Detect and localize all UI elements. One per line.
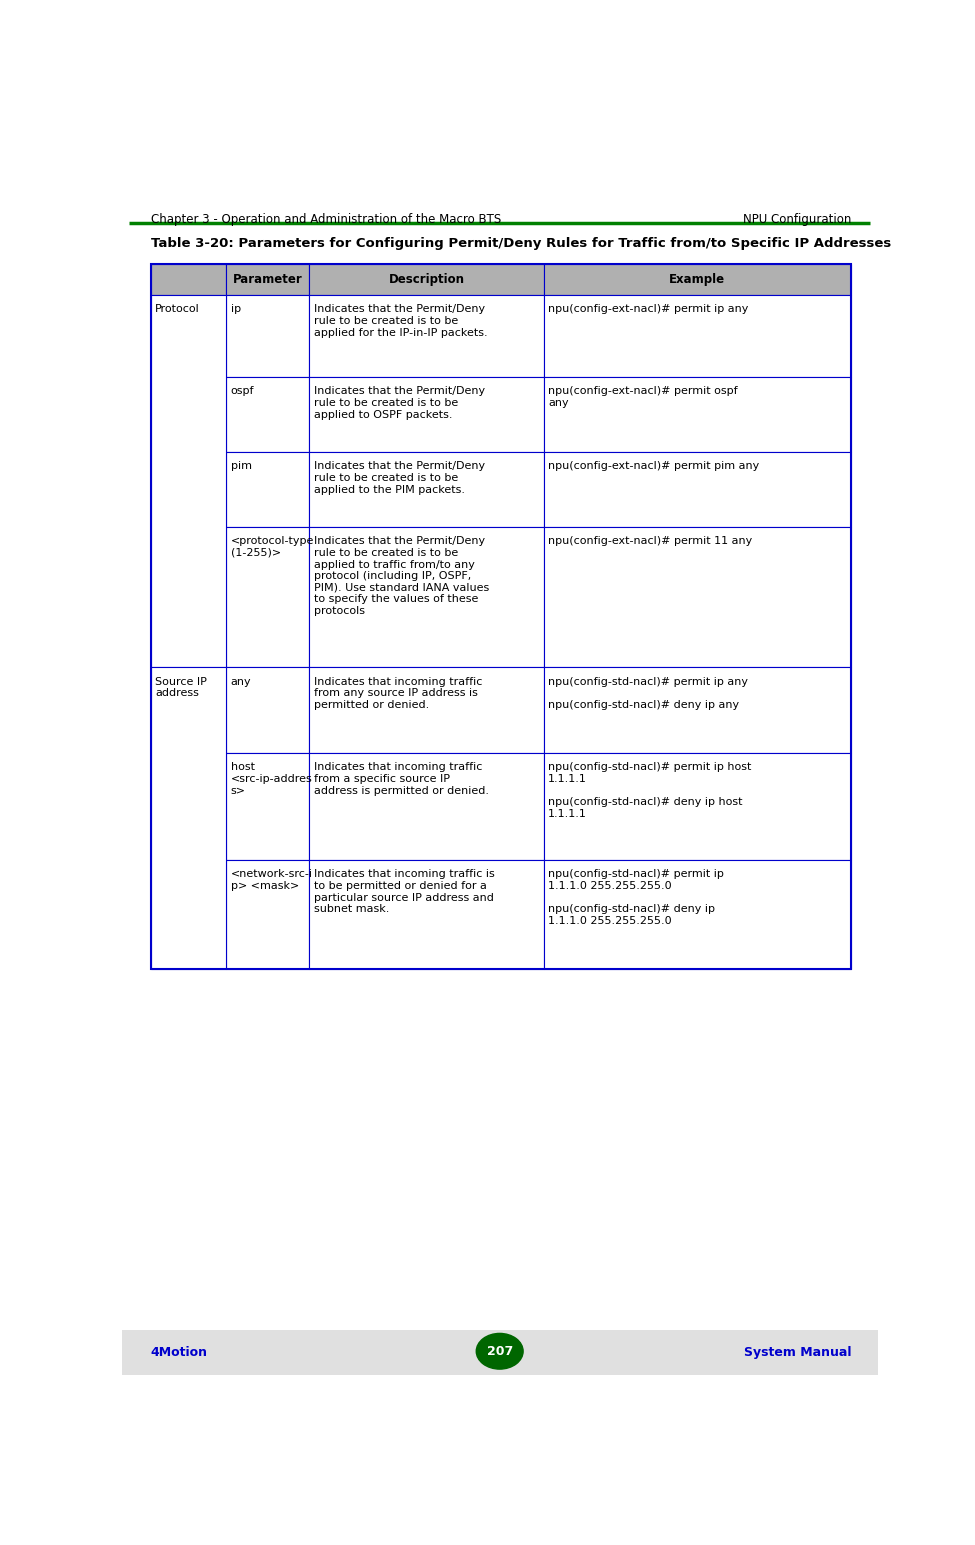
Text: NPU Configuration: NPU Configuration bbox=[743, 213, 851, 226]
Text: npu(config-ext-nacl)# permit 11 any: npu(config-ext-nacl)# permit 11 any bbox=[548, 536, 753, 547]
Text: Indicates that the Permit/Deny
rule to be created is to be
applied to the PIM pa: Indicates that the Permit/Deny rule to b… bbox=[314, 462, 485, 494]
Text: Chapter 3 - Operation and Administration of the Macro BTS: Chapter 3 - Operation and Administration… bbox=[150, 213, 501, 226]
Text: Indicates that incoming traffic
from a specific source IP
address is permitted o: Indicates that incoming traffic from a s… bbox=[314, 762, 488, 796]
Bar bbox=[226, 451, 309, 527]
Text: 4Motion: 4Motion bbox=[150, 1346, 208, 1360]
Text: <network-src-i
p> <mask>: <network-src-i p> <mask> bbox=[231, 870, 313, 891]
Text: 207: 207 bbox=[487, 1344, 513, 1358]
Text: Indicates that incoming traffic is
to be permitted or denied for a
particular so: Indicates that incoming traffic is to be… bbox=[314, 870, 494, 915]
Text: npu(config-ext-nacl)# permit ip any: npu(config-ext-nacl)# permit ip any bbox=[548, 304, 749, 314]
Text: host
<src-ip-addres
s>: host <src-ip-addres s> bbox=[231, 762, 312, 796]
Bar bbox=[226, 667, 309, 752]
Bar bbox=[226, 377, 309, 451]
Bar bbox=[309, 752, 543, 861]
Text: Indicates that incoming traffic
from any source IP address is
permitted or denie: Indicates that incoming traffic from any… bbox=[314, 677, 483, 709]
Text: Parameter: Parameter bbox=[233, 273, 302, 286]
Bar bbox=[150, 264, 851, 969]
Text: Description: Description bbox=[388, 273, 464, 286]
Bar bbox=[543, 451, 851, 527]
Text: any: any bbox=[231, 677, 252, 686]
Bar bbox=[309, 861, 543, 969]
Bar bbox=[309, 451, 543, 527]
Text: Example: Example bbox=[669, 273, 725, 286]
Bar bbox=[309, 667, 543, 752]
Bar bbox=[150, 264, 226, 295]
Text: npu(config-std-nacl)# permit ip
1.1.1.0 255.255.255.0

npu(config-std-nacl)# den: npu(config-std-nacl)# permit ip 1.1.1.0 … bbox=[548, 870, 723, 925]
Bar bbox=[543, 667, 851, 752]
Bar bbox=[150, 667, 226, 969]
Bar bbox=[309, 295, 543, 377]
Bar bbox=[309, 527, 543, 667]
Text: Indicates that the Permit/Deny
rule to be created is to be
applied to traffic fr: Indicates that the Permit/Deny rule to b… bbox=[314, 536, 489, 616]
Bar bbox=[226, 752, 309, 861]
Text: Source IP
address: Source IP address bbox=[155, 677, 207, 698]
Bar bbox=[226, 861, 309, 969]
Text: Protocol: Protocol bbox=[155, 304, 200, 314]
Text: Table 3-20: Parameters for Configuring Permit/Deny Rules for Traffic from/to Spe: Table 3-20: Parameters for Configuring P… bbox=[150, 236, 891, 250]
Bar bbox=[543, 377, 851, 451]
Text: <protocol-type
(1-255)>: <protocol-type (1-255)> bbox=[231, 536, 314, 558]
Text: pim: pim bbox=[231, 462, 252, 471]
Text: npu(config-ext-nacl)# permit pim any: npu(config-ext-nacl)# permit pim any bbox=[548, 462, 760, 471]
Text: Indicates that the Permit/Deny
rule to be created is to be
applied for the IP-in: Indicates that the Permit/Deny rule to b… bbox=[314, 304, 488, 337]
Bar bbox=[309, 264, 543, 295]
Text: Indicates that the Permit/Deny
rule to be created is to be
applied to OSPF packe: Indicates that the Permit/Deny rule to b… bbox=[314, 386, 485, 420]
Bar bbox=[122, 1330, 878, 1375]
Bar bbox=[226, 264, 309, 295]
Bar bbox=[543, 752, 851, 861]
Text: ip: ip bbox=[231, 304, 241, 314]
Bar bbox=[226, 527, 309, 667]
Bar bbox=[543, 295, 851, 377]
Text: npu(config-ext-nacl)# permit ospf
any: npu(config-ext-nacl)# permit ospf any bbox=[548, 386, 738, 408]
Ellipse shape bbox=[476, 1333, 524, 1369]
Text: System Manual: System Manual bbox=[744, 1346, 851, 1360]
Text: ospf: ospf bbox=[231, 386, 254, 397]
Bar bbox=[150, 295, 226, 667]
Bar bbox=[543, 264, 851, 295]
Bar bbox=[543, 527, 851, 667]
Text: npu(config-std-nacl)# permit ip host
1.1.1.1

npu(config-std-nacl)# deny ip host: npu(config-std-nacl)# permit ip host 1.1… bbox=[548, 762, 752, 819]
Bar bbox=[543, 861, 851, 969]
Text: npu(config-std-nacl)# permit ip any

npu(config-std-nacl)# deny ip any: npu(config-std-nacl)# permit ip any npu(… bbox=[548, 677, 748, 709]
Bar bbox=[309, 377, 543, 451]
Bar bbox=[226, 295, 309, 377]
